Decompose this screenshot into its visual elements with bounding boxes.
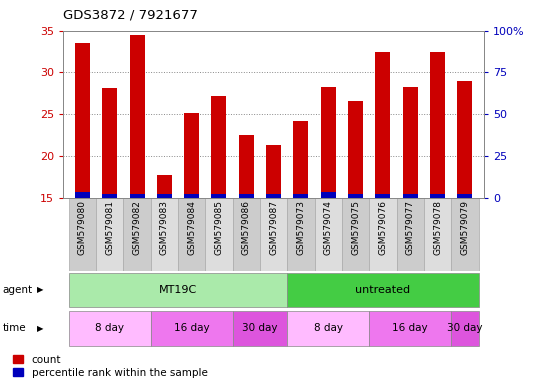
Text: GSM579077: GSM579077: [406, 200, 415, 255]
Text: ▶: ▶: [37, 285, 44, 295]
Bar: [69, 273, 287, 307]
Text: GSM579075: GSM579075: [351, 200, 360, 255]
Bar: [129, 194, 145, 198]
Text: GSM579087: GSM579087: [269, 200, 278, 255]
Text: untreated: untreated: [355, 285, 410, 295]
Text: 30 day: 30 day: [447, 323, 483, 333]
Text: GSM579083: GSM579083: [160, 200, 169, 255]
Bar: [315, 198, 342, 271]
Text: GDS3872 / 7921677: GDS3872 / 7921677: [63, 8, 198, 21]
Text: GSM579076: GSM579076: [378, 200, 387, 255]
Bar: [69, 198, 96, 271]
Bar: [102, 194, 117, 198]
Text: 8 day: 8 day: [95, 323, 124, 333]
Text: time: time: [3, 323, 26, 333]
Bar: [157, 175, 172, 198]
Bar: [157, 194, 172, 198]
Bar: [75, 43, 90, 198]
Bar: [430, 194, 445, 198]
Bar: [178, 198, 205, 271]
Legend: count, percentile rank within the sample: count, percentile rank within the sample: [10, 353, 210, 380]
Text: ▶: ▶: [37, 324, 44, 333]
Bar: [451, 198, 478, 271]
Bar: [403, 87, 418, 198]
Text: GSM579080: GSM579080: [78, 200, 87, 255]
Bar: [294, 121, 309, 198]
Text: GSM579082: GSM579082: [133, 200, 141, 255]
Bar: [397, 198, 424, 271]
Bar: [129, 35, 145, 198]
Bar: [102, 88, 117, 198]
Bar: [403, 194, 418, 198]
Bar: [376, 194, 390, 198]
Bar: [211, 194, 227, 198]
Bar: [458, 194, 472, 198]
Text: agent: agent: [3, 285, 33, 295]
Bar: [287, 198, 315, 271]
Text: GSM579079: GSM579079: [460, 200, 469, 255]
Text: 16 day: 16 day: [174, 323, 210, 333]
Bar: [287, 311, 369, 346]
Bar: [424, 198, 451, 271]
Bar: [321, 87, 336, 198]
Bar: [69, 311, 151, 346]
Text: GSM579081: GSM579081: [105, 200, 114, 255]
Bar: [348, 101, 363, 198]
Text: GSM579084: GSM579084: [187, 200, 196, 255]
Bar: [294, 194, 309, 198]
Bar: [239, 194, 254, 198]
Bar: [184, 194, 199, 198]
Text: GSM579074: GSM579074: [324, 200, 333, 255]
Text: GSM579085: GSM579085: [214, 200, 223, 255]
Bar: [260, 198, 287, 271]
Bar: [266, 145, 281, 198]
Bar: [458, 81, 472, 198]
Bar: [239, 135, 254, 198]
Text: GSM579073: GSM579073: [296, 200, 305, 255]
Bar: [211, 96, 227, 198]
Bar: [266, 194, 281, 198]
Bar: [342, 198, 369, 271]
Bar: [287, 273, 478, 307]
Text: 16 day: 16 day: [392, 323, 428, 333]
Text: GSM579086: GSM579086: [242, 200, 251, 255]
Bar: [348, 194, 363, 198]
Bar: [205, 198, 233, 271]
Bar: [75, 192, 90, 198]
Bar: [451, 311, 478, 346]
Text: GSM579078: GSM579078: [433, 200, 442, 255]
Bar: [321, 192, 336, 198]
Bar: [376, 51, 390, 198]
Bar: [369, 311, 451, 346]
Bar: [151, 311, 233, 346]
Text: 8 day: 8 day: [314, 323, 343, 333]
Text: 30 day: 30 day: [242, 323, 278, 333]
Bar: [430, 51, 445, 198]
Bar: [96, 198, 123, 271]
Bar: [233, 198, 260, 271]
Bar: [123, 198, 151, 271]
Bar: [151, 198, 178, 271]
Bar: [369, 198, 397, 271]
Bar: [184, 113, 199, 198]
Bar: [233, 311, 287, 346]
Text: MT19C: MT19C: [159, 285, 197, 295]
